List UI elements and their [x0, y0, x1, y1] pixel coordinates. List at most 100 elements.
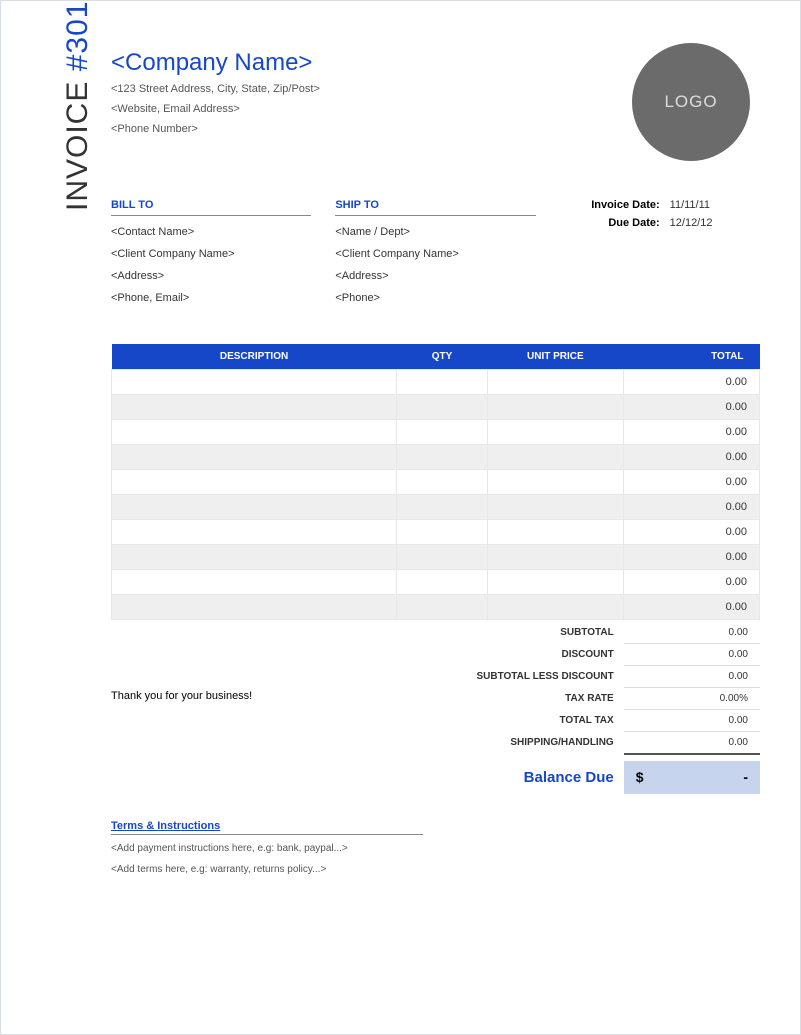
invoice-number-vertical: INVOICE #301 — [61, 1, 95, 211]
invoice-hash: # — [61, 54, 94, 72]
ship-to-line: <Phone> — [335, 292, 535, 304]
bill-to-line: <Phone, Email> — [111, 292, 311, 304]
cell-qty — [397, 545, 488, 570]
discount-label: DISCOUNT — [111, 644, 624, 666]
logo-text: LOGO — [664, 92, 717, 112]
cell-unit_price — [487, 595, 623, 620]
cell-description — [112, 495, 397, 520]
table-header-row: DESCRIPTION QTY UNIT PRICE TOTAL — [112, 344, 760, 370]
summary-row-taxrate: Thank you for your business! TAX RATE 0.… — [111, 688, 760, 710]
cell-qty — [397, 495, 488, 520]
ship-to-line: <Client Company Name> — [335, 248, 535, 260]
totaltax-label: TOTAL TAX — [111, 710, 624, 732]
bill-to-line: <Address> — [111, 270, 311, 282]
balance-currency: $ — [636, 769, 644, 786]
balance-amount: - — [743, 769, 748, 786]
less-value: 0.00 — [624, 666, 760, 688]
invoice-page: <Company Name> <123 Street Address, City… — [111, 49, 760, 994]
cell-total: 0.00 — [623, 545, 759, 570]
cell-description — [112, 420, 397, 445]
cell-unit_price — [487, 470, 623, 495]
cell-unit_price — [487, 570, 623, 595]
cell-total: 0.00 — [623, 595, 759, 620]
cell-unit_price — [487, 545, 623, 570]
table-row: 0.00 — [112, 395, 760, 420]
summary-row-subtotal: SUBTOTAL 0.00 — [111, 622, 760, 644]
table-row: 0.00 — [112, 545, 760, 570]
subtotal-label: SUBTOTAL — [111, 622, 624, 644]
table-row: 0.00 — [112, 370, 760, 395]
cell-total: 0.00 — [623, 370, 759, 395]
summary-section: SUBTOTAL 0.00 DISCOUNT 0.00 SUBTOTAL LES… — [111, 622, 760, 794]
terms-line: <Add terms here, e.g: warranty, returns … — [111, 864, 423, 875]
invoice-number: 301 — [61, 1, 94, 54]
cell-qty — [397, 520, 488, 545]
table-row: 0.00 — [112, 470, 760, 495]
bill-to-line: <Client Company Name> — [111, 248, 311, 260]
invoice-word: INVOICE — [61, 81, 94, 211]
ship-to-heading: SHIP TO — [335, 199, 535, 216]
cell-description — [112, 470, 397, 495]
thank-you-text: Thank you for your business! — [111, 688, 487, 710]
th-description: DESCRIPTION — [112, 344, 397, 370]
ship-to-line: <Address> — [335, 270, 535, 282]
cell-unit_price — [487, 420, 623, 445]
cell-description — [112, 520, 397, 545]
cell-unit_price — [487, 370, 623, 395]
terms-line: <Add payment instructions here, e.g: ban… — [111, 843, 423, 854]
cell-unit_price — [487, 445, 623, 470]
cell-total: 0.00 — [623, 395, 759, 420]
th-total: TOTAL — [623, 344, 759, 370]
table-row: 0.00 — [112, 520, 760, 545]
table-row: 0.00 — [112, 495, 760, 520]
line-items-table: DESCRIPTION QTY UNIT PRICE TOTAL 0.000.0… — [111, 344, 760, 620]
due-date-label: Due Date: — [560, 217, 660, 229]
ship-to-line: <Name / Dept> — [335, 226, 535, 238]
ship-to: SHIP TO <Name / Dept> <Client Company Na… — [335, 199, 535, 314]
invoice-date: 11/11/11 — [660, 199, 710, 211]
table-row: 0.00 — [112, 570, 760, 595]
table-row: 0.00 — [112, 595, 760, 620]
due-date: 12/12/12 — [660, 217, 713, 229]
shipping-value: 0.00 — [624, 732, 760, 755]
summary-row-shipping: SHIPPING/HANDLING 0.00 — [111, 732, 760, 755]
less-label: SUBTOTAL LESS DISCOUNT — [111, 666, 624, 688]
subtotal-value: 0.00 — [624, 622, 760, 644]
meta-row: Due Date: 12/12/12 — [560, 217, 760, 229]
cell-description — [112, 595, 397, 620]
terms-section: Terms & Instructions <Add payment instru… — [111, 820, 423, 875]
header: <Company Name> <123 Street Address, City… — [111, 49, 760, 135]
th-qty: QTY — [397, 344, 488, 370]
bill-to: BILL TO <Contact Name> <Client Company N… — [111, 199, 311, 314]
balance-due-row: Balance Due $ - — [111, 761, 760, 794]
cell-total: 0.00 — [623, 470, 759, 495]
totaltax-value: 0.00 — [624, 710, 760, 732]
cell-total: 0.00 — [623, 520, 759, 545]
spacer — [111, 761, 461, 794]
summary-row-discount: DISCOUNT 0.00 — [111, 644, 760, 666]
cell-qty — [397, 570, 488, 595]
table-row: 0.00 — [112, 420, 760, 445]
cell-total: 0.00 — [623, 445, 759, 470]
cell-unit_price — [487, 495, 623, 520]
cell-total: 0.00 — [623, 420, 759, 445]
invoice-meta: Invoice Date: 11/11/11 Due Date: 12/12/1… — [560, 199, 760, 314]
cell-description — [112, 395, 397, 420]
balance-due-label: Balance Due — [461, 761, 623, 794]
balance-due-value: $ - — [624, 761, 760, 794]
cell-qty — [397, 445, 488, 470]
cell-qty — [397, 420, 488, 445]
invoice-date-label: Invoice Date: — [560, 199, 660, 211]
summary-row-totaltax: TOTAL TAX 0.00 — [111, 710, 760, 732]
cell-description — [112, 570, 397, 595]
table-row: 0.00 — [112, 445, 760, 470]
parties-section: BILL TO <Contact Name> <Client Company N… — [111, 199, 760, 314]
taxrate-value: 0.00% — [624, 688, 760, 710]
meta-row: Invoice Date: 11/11/11 — [560, 199, 760, 211]
logo-placeholder: LOGO — [632, 43, 750, 161]
bill-to-heading: BILL TO — [111, 199, 311, 216]
bill-to-line: <Contact Name> — [111, 226, 311, 238]
th-unit-price: UNIT PRICE — [487, 344, 623, 370]
cell-total: 0.00 — [623, 570, 759, 595]
cell-qty — [397, 370, 488, 395]
